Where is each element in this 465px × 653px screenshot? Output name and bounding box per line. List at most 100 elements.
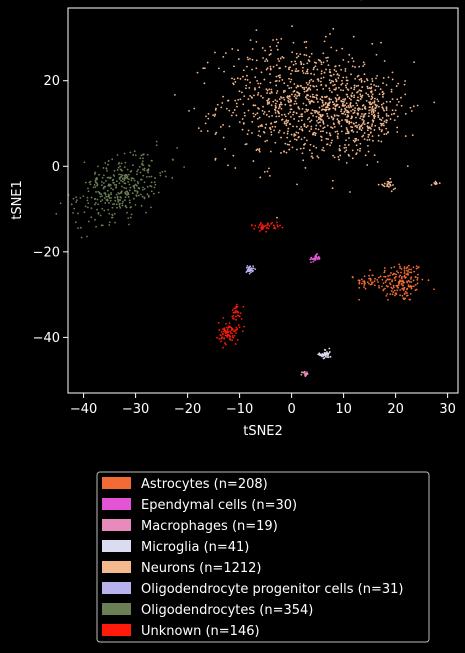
scatter-point: [311, 93, 314, 96]
scatter-point: [354, 66, 356, 68]
scatter-point: [275, 120, 278, 123]
scatter-point: [117, 192, 120, 194]
scatter-point: [134, 183, 137, 186]
scatter-point: [214, 133, 217, 136]
scatter-point: [244, 78, 247, 81]
scatter-point: [222, 346, 224, 349]
scatter-point: [133, 186, 136, 188]
scatter-point: [345, 102, 348, 105]
scatter-point: [283, 82, 286, 85]
scatter-point: [368, 138, 371, 141]
scatter-point: [359, 98, 362, 100]
scatter-point: [391, 287, 394, 290]
scatter-point: [246, 78, 249, 81]
scatter-point: [316, 68, 319, 71]
scatter-point: [262, 225, 265, 228]
scatter-point: [328, 68, 331, 71]
scatter-point: [368, 112, 371, 115]
scatter-point: [367, 150, 370, 153]
scatter-point: [404, 290, 407, 293]
scatter-point: [326, 351, 328, 353]
scatter-point: [285, 122, 287, 125]
scatter-point: [373, 154, 376, 157]
scatter-point: [235, 332, 237, 334]
scatter-point: [229, 335, 232, 338]
scatter-point: [296, 91, 298, 93]
scatter-point: [126, 168, 129, 171]
scatter-point: [391, 78, 394, 81]
scatter-point: [317, 353, 320, 356]
scatter-point: [385, 133, 388, 135]
scatter-point: [116, 154, 119, 156]
scatter-point: [243, 111, 246, 114]
scatter-point: [95, 178, 98, 181]
scatter-point: [376, 98, 379, 101]
scatter-point: [410, 287, 413, 290]
scatter-point: [290, 133, 293, 136]
legend-label: Oligodendrocyte progenitor cells (n=31): [141, 582, 403, 597]
scatter-point: [305, 46, 307, 49]
scatter-point: [287, 97, 290, 100]
scatter-point: [326, 112, 329, 115]
scatter-point: [269, 126, 271, 129]
scatter-point: [125, 176, 128, 179]
scatter-point: [384, 281, 387, 283]
scatter-point: [283, 121, 286, 123]
scatter-point: [215, 107, 217, 110]
scatter-point: [361, 135, 364, 138]
scatter-point: [277, 225, 279, 228]
scatter-point: [274, 102, 277, 105]
scatter-point: [103, 192, 106, 195]
scatter-point: [349, 102, 352, 104]
scatter-point: [430, 184, 433, 186]
scatter-point: [362, 122, 364, 125]
scatter-point: [393, 277, 396, 279]
scatter-point: [377, 85, 380, 88]
scatter-point: [325, 68, 327, 71]
scatter-point: [204, 122, 207, 125]
scatter-point: [409, 298, 411, 301]
scatter-point: [376, 104, 378, 107]
scatter-point: [326, 56, 329, 59]
scatter-point: [363, 123, 366, 126]
scatter-point: [397, 286, 400, 289]
scatter-point: [360, 129, 363, 132]
scatter-point: [350, 87, 353, 89]
scatter-point: [142, 188, 144, 191]
scatter-point: [225, 343, 227, 346]
scatter-point: [371, 80, 374, 83]
scatter-point: [290, 72, 292, 75]
scatter-point: [124, 161, 127, 164]
scatter-point: [147, 195, 150, 198]
scatter-point: [433, 288, 435, 291]
scatter-point: [272, 100, 275, 103]
legend-swatch: [102, 582, 131, 594]
scatter-point: [399, 279, 401, 282]
scatter-point: [390, 113, 393, 116]
scatter-point: [367, 144, 369, 147]
scatter-point: [250, 224, 253, 227]
scatter-point: [129, 201, 131, 204]
y-axis-ticks: 200−20−40: [33, 74, 68, 346]
scatter-point: [260, 124, 263, 126]
scatter-point: [292, 90, 295, 93]
scatter-point: [344, 98, 347, 100]
scatter-point: [232, 82, 234, 85]
scatter-point: [118, 173, 120, 176]
scatter-point: [379, 275, 382, 278]
scatter-point: [320, 130, 322, 133]
scatter-point: [351, 126, 354, 129]
scatter-point: [242, 122, 245, 124]
scatter-point: [338, 64, 341, 67]
scatter-point: [136, 181, 139, 183]
scatter-point: [309, 143, 312, 146]
scatter-point: [356, 148, 359, 151]
scatter-point: [222, 136, 225, 139]
scatter-point: [403, 274, 406, 277]
scatter-point: [407, 284, 410, 287]
scatter-point: [353, 86, 356, 89]
scatter-point: [234, 309, 237, 312]
scatter-point: [349, 105, 352, 107]
scatter-point: [207, 117, 210, 120]
scatter-point: [266, 89, 269, 92]
